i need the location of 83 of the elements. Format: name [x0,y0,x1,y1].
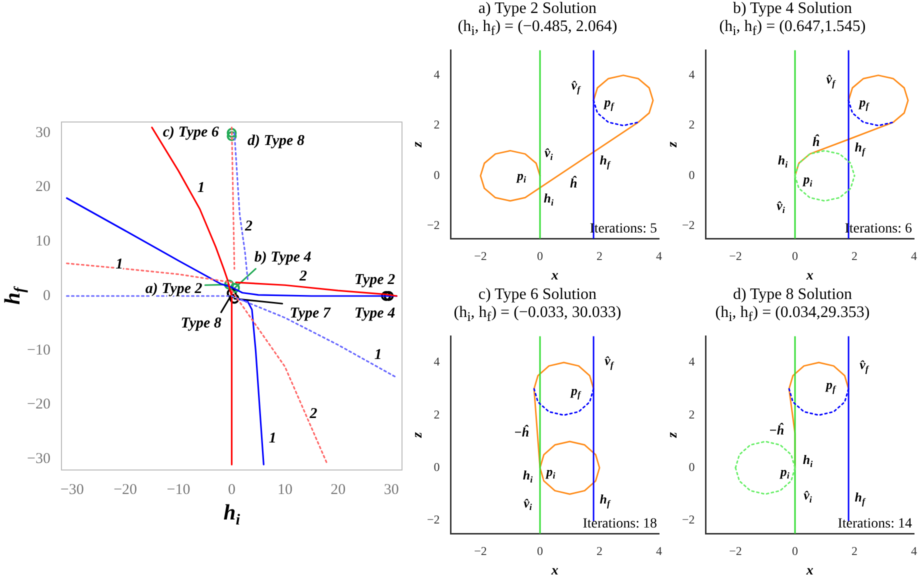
annotation: Iterations: 18 [582,516,657,532]
y-tick-label: −2 [426,218,440,232]
x-axis-title: x [550,268,558,284]
annotation: c) Type 6 [162,124,220,140]
x-axis-title: x [805,564,814,577]
x-tick-label: 4 [911,249,917,264]
annotation: −ĥ [769,422,784,438]
chart-subtitle: (h$_{i}$, h$_{f}$) = (−0.033, 30.033) [452,304,622,326]
x-tick-label: 0 [537,544,544,558]
annotation: 1 [374,347,382,364]
x-tick-label: 4 [911,544,917,558]
chart-title: d) Type 8 Solution [732,286,854,304]
y-tick-label: −30 [26,451,50,468]
annotation: Type 7 [290,305,331,322]
annotation: 2 [298,268,308,285]
y-axis-title: z [410,432,426,439]
x-axis-title: x [805,268,814,284]
y-axis-title: z [410,141,426,148]
annotation: a) Type 2 [145,280,203,297]
x-tick-label: 2 [596,544,603,558]
x-tick-label: −2 [729,249,742,264]
x-tick-label: 4 [656,249,662,264]
chart-title: b) Type 4 Solution [732,0,854,18]
y-tick-label: 0 [688,460,695,474]
annotation: b) Type 4 [254,250,312,266]
y-tick-label: 4 [688,68,695,82]
x-tick-label: 30 [384,482,399,498]
x-tick-label: 2 [596,249,603,264]
y-tick-label: 2 [434,118,440,132]
annotation: ĥ [570,176,578,191]
y-tick-label: 20 [35,179,50,196]
annotation: 2 [308,406,318,422]
y-tick-label: −2 [682,512,695,527]
y-tick-label: −2 [682,218,695,232]
y-tick-label: −10 [26,342,50,358]
y-tick-label: 0 [42,288,50,304]
annotation: 1 [197,180,205,196]
y-tick-label: 2 [688,118,695,132]
annotation: 2 [244,218,254,234]
y-tick-label: 4 [688,354,695,369]
y-tick-label: 4 [434,354,440,369]
y-tick-label: 30 [35,124,50,141]
annotation: Type 8 [180,316,222,332]
y-tick-label: −20 [26,396,50,413]
y-tick-label: −2 [426,512,440,527]
annotation: Iterations: 14 [838,516,912,532]
y-tick-label: 0 [434,460,440,474]
x-tick-label: −2 [729,544,742,558]
y-axis-title: z [666,432,681,439]
x-tick-label: −2 [474,544,487,558]
y-axis-title: z [666,141,681,148]
annotation: ĥ [812,134,820,150]
chart-subtitle: (h$_{i}$, h$_{f}$) = (−0.485, 2.064) [456,18,618,40]
x-tick-label: 10 [277,482,292,498]
y-tick-label: 2 [434,408,440,422]
y-tick-label: 0 [688,168,695,182]
annotation: Type 2 [354,272,396,288]
x-tick-label: 2 [852,544,858,558]
chart-subtitle: (h$_{i}$, h$_{f}$) = (0.647,1.545) [718,18,867,40]
chart-subtitle: (h$_{i}$, h$_{f}$) = (0.034,29.353) [714,304,871,326]
y-tick-label: 10 [35,234,50,250]
x-axis-title: x [550,564,558,577]
y-tick-label: 0 [434,168,440,182]
x-tick-label: 4 [656,544,662,558]
x-tick-label: −10 [166,482,190,498]
annotation: d) Type 8 [248,133,305,150]
annotation: Type 4 [354,305,396,322]
x-tick-label: −20 [114,482,138,498]
annotation: 1 [268,430,276,447]
y-tick-label: 4 [434,68,440,82]
x-tick-label: 0 [228,482,236,498]
x-tick-label: 0 [792,544,798,558]
x-tick-label: −30 [60,482,84,498]
chart-title: c) Type 6 Solution [477,286,598,304]
y-tick-label: 2 [688,408,695,422]
x-tick-label: −2 [474,249,487,264]
annotation: −ĥ [514,424,530,440]
x-tick-label: 0 [537,249,544,264]
x-tick-label: 2 [852,249,858,264]
y-axis-title: hf [0,285,29,305]
x-tick-label: 0 [792,249,798,264]
x-tick-label: 20 [330,482,346,498]
chart-title: a) Type 2 Solution [477,0,598,18]
